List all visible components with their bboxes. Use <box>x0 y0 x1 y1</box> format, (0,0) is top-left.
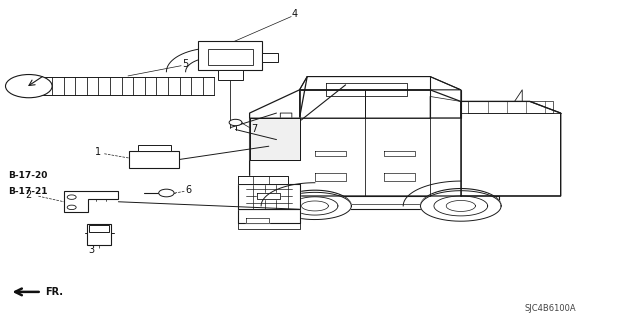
Polygon shape <box>420 191 501 221</box>
Text: 7: 7 <box>251 124 257 134</box>
Bar <box>87 224 111 245</box>
Bar <box>198 41 262 70</box>
Text: 3: 3 <box>88 245 95 256</box>
Text: 6: 6 <box>186 185 192 195</box>
Text: B-17-21: B-17-21 <box>8 187 47 196</box>
Polygon shape <box>384 151 415 156</box>
Polygon shape <box>238 176 288 184</box>
Text: FR.: FR. <box>45 287 63 297</box>
Polygon shape <box>315 151 346 156</box>
Bar <box>129 151 179 168</box>
Text: B-17-20: B-17-20 <box>8 171 47 180</box>
Text: 1: 1 <box>95 146 101 157</box>
Bar <box>208 49 253 65</box>
Polygon shape <box>278 192 351 219</box>
Polygon shape <box>246 218 269 223</box>
Text: 4: 4 <box>291 9 298 19</box>
Polygon shape <box>238 184 300 209</box>
Polygon shape <box>257 193 280 199</box>
Polygon shape <box>250 118 300 160</box>
Circle shape <box>159 189 174 197</box>
Text: 5: 5 <box>182 59 189 69</box>
Text: 2: 2 <box>26 189 32 200</box>
Circle shape <box>6 75 52 98</box>
Polygon shape <box>238 209 300 223</box>
Text: SJC4B6100A: SJC4B6100A <box>525 304 577 313</box>
Polygon shape <box>64 191 118 212</box>
Bar <box>90 225 109 232</box>
Bar <box>218 70 243 80</box>
Polygon shape <box>280 113 292 126</box>
Polygon shape <box>300 196 499 209</box>
Bar <box>262 53 278 62</box>
Circle shape <box>229 119 242 126</box>
Bar <box>138 145 171 151</box>
